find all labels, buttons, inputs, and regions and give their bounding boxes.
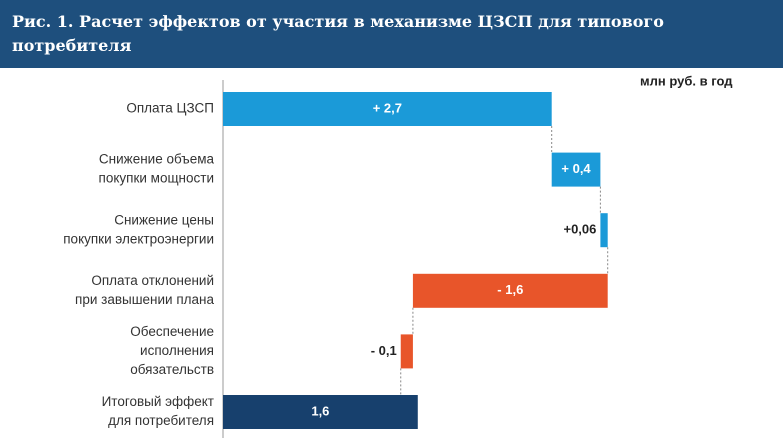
- category-label: покупки электроэнергии: [63, 231, 214, 246]
- category-label: Обеспечение: [130, 324, 214, 339]
- bar: [412, 273, 608, 308]
- category-label: покупки мощности: [99, 171, 214, 186]
- category-label: Снижение цены: [114, 212, 214, 227]
- category-label: Оплата ЦЗСП: [126, 101, 214, 116]
- category-label: Итоговый эффект: [102, 394, 214, 409]
- category-label: исполнения: [140, 343, 214, 358]
- category-label: Оплата отклонений: [91, 273, 214, 288]
- category-label: обязательств: [130, 362, 214, 377]
- value-label: + 0,4: [561, 161, 591, 176]
- bar: [600, 213, 608, 248]
- value-label: + 2,7: [373, 100, 402, 115]
- bar: [400, 334, 413, 369]
- bar: [223, 395, 418, 429]
- chart-title: Рис. 1. Расчет эффектов от участия в мех…: [0, 0, 783, 68]
- bar: [223, 92, 552, 126]
- category-label: для потребителя: [108, 413, 214, 428]
- category-label: при завышении плана: [75, 292, 214, 307]
- value-label: +0,06: [563, 222, 596, 237]
- value-label: - 0,1: [371, 343, 397, 358]
- unit-label: млн руб. в год: [640, 73, 733, 88]
- category-label: Снижение объема: [99, 152, 215, 167]
- value-label: 1,6: [311, 403, 329, 418]
- value-label: - 1,6: [497, 282, 523, 297]
- bar: [551, 152, 601, 187]
